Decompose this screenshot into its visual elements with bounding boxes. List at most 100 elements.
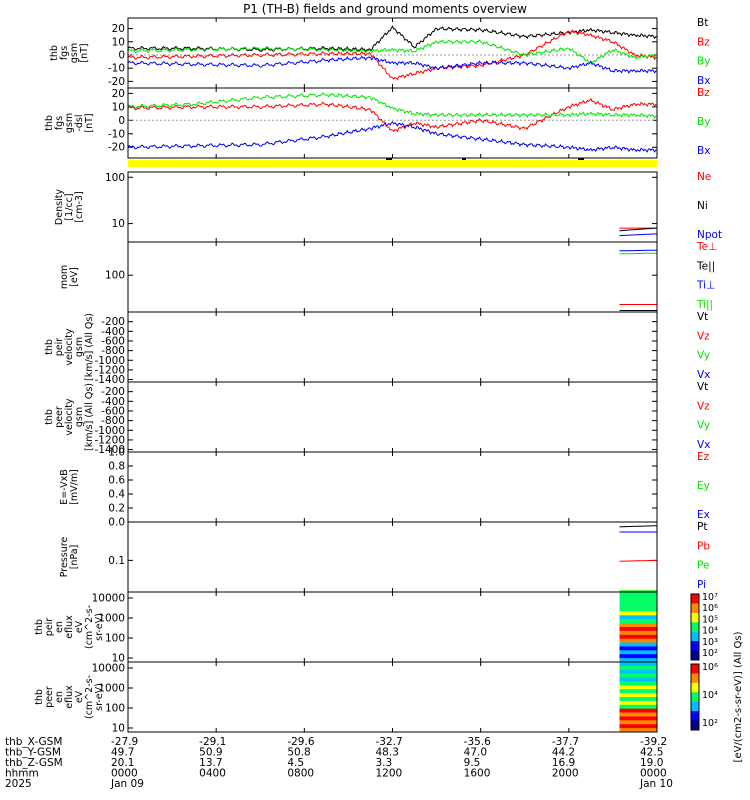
panel-ylabel: Density [1/cc] [cm-3] [54,189,85,225]
y-tick-label: -10 [108,128,125,140]
ylabel-line: [1/cc] [64,193,75,220]
y-tick-label: 10000 [92,663,125,675]
x-row-label-thb_Y-GSM: thb_Y-GSM [5,747,61,759]
x-row-value: 0800 [287,768,314,780]
ylabel-line: en [54,621,65,633]
spectrogram-cell [619,623,657,628]
panel-6: 0.0 0.2 0.4 0.6 0.8 1.0 E=-VxB [mV/m] Ez Ey Ex [59,447,710,529]
spectrogram-cell [619,627,657,632]
colorbar-label: [eV/(cm2-s-sr-eV)] (All Qs) [733,631,744,762]
spectrogram-cell [619,650,657,655]
spectrogram-cell [619,619,657,624]
colorbar-segment [691,631,699,642]
colorbar-segment [691,711,699,722]
x-row-value: 42.5 [640,747,663,759]
spectrogram-cell [619,607,657,612]
ylabel-line: sr-eV) [94,683,105,711]
ylabel-line: velocity [64,328,75,366]
spectrogram-cell [619,669,657,675]
colorbar-segment [691,612,699,623]
panel-ylabel: thb fgs gsm [nT] [49,43,90,63]
spectrogram-cell [619,685,657,690]
legend-Ne: Ne [697,171,711,183]
legend-Bt: Bt [697,17,708,29]
spectrogram-cell [619,638,657,644]
x-row-value: 4.5 [287,757,304,769]
ylabel-line: [km/s] (All Qs) [84,313,95,381]
y-tick-label: 0 [118,49,125,61]
legend-Ez: Ez [697,451,710,463]
legend-By: By [697,56,710,68]
x-row-value: 13.7 [199,757,222,769]
ylabel-line: eV [74,620,85,633]
panel-frame [127,591,658,663]
spectrogram-cell [619,689,657,694]
ylabel-line: eflux [64,615,75,639]
y-tick-label: -1400 [94,374,125,386]
legend-Ti⊥: Ti⊥ [696,280,715,292]
legend-Bz: Bz [697,36,710,48]
ylabel-line: peir [44,618,55,637]
spectrogram-cell [619,630,657,636]
series-line-Bz [127,29,657,81]
spectrogram-cell [619,611,657,616]
ylabel-line: peir [54,338,65,357]
panel-frame [127,381,658,453]
panel-frame [127,311,658,383]
ylabel-line: [km/s] (All Qs) [84,383,95,451]
y-tick-label: 0.0 [108,517,125,529]
spectrogram-cell [619,712,657,717]
y-tick-label: 0.8 [108,461,125,473]
panel-ylabel: Pressure [nPa] [59,537,80,578]
y-tick-label: 0.4 [108,489,125,501]
panel-ylabel: thb peir velocity gsm [km/s] (All Qs) [44,313,95,381]
x-row-value: 0000 [111,768,138,780]
y-tick-label: 1000 [98,613,125,625]
spectrogram-cell [619,716,657,721]
y-tick-label: -800 [101,415,125,427]
x-row-value: 16.9 [552,757,575,769]
series-line-Npot [619,233,658,237]
ylabel-line: thb [34,689,45,705]
colorbar-segment [691,603,699,614]
legend-Pi: Pi [697,579,706,591]
ylabel-line: (cm^2-s- [84,675,95,719]
spectrogram-cell [619,708,657,714]
y-tick-label: -600 [101,335,125,347]
legend-Pb: Pb [697,540,710,552]
panel-ylabel: thb peir en eflux eV (cm^2-s-sr-eV) [34,605,105,649]
ylabel-line: mom [59,265,70,289]
y-tick-label: -1400 [94,444,125,456]
x-row-label-thb_Z-GSM: thb_Z-GSM [5,757,63,769]
colorbar-tick-label: 10⁴ [702,690,718,701]
x-row-value: -29.1 [199,736,226,748]
colorbar-tick-label: 10² [702,718,718,729]
legend-Vt: Vt [697,311,708,323]
series-line-Ti|| [619,252,657,255]
x-row-value: Jan 10 [639,778,673,790]
spectrogram-cell [619,673,657,679]
spectrogram-cell [619,603,657,609]
y-tick-label: 10 [112,101,125,113]
series-line-By [127,92,657,120]
x-row-value: 1200 [376,768,403,780]
legend-Vt: Vt [697,381,708,393]
ylabel-line: (cm^2-s- [84,605,95,649]
panel-7: 0.1 Pressure [nPa] Pt Pb Pe Pi [59,521,710,593]
y-tick-label: 10 [112,218,125,230]
colorbar-tick-label: 10⁶ [702,603,718,614]
spectrogram-cell [619,697,657,702]
legend-Pe: Pe [697,560,709,572]
y-tick-label: -200 [101,386,125,398]
ylabel-line: velocity [64,398,75,436]
spectrogram-cell [619,662,657,667]
ylabel-line: thb [49,45,60,61]
x-row-value: 0400 [199,768,226,780]
x-row-value: 47.0 [464,747,487,759]
ylabel-line: gsm [64,113,75,133]
spectrogram-cell [619,615,657,620]
panel-frame [127,521,658,593]
